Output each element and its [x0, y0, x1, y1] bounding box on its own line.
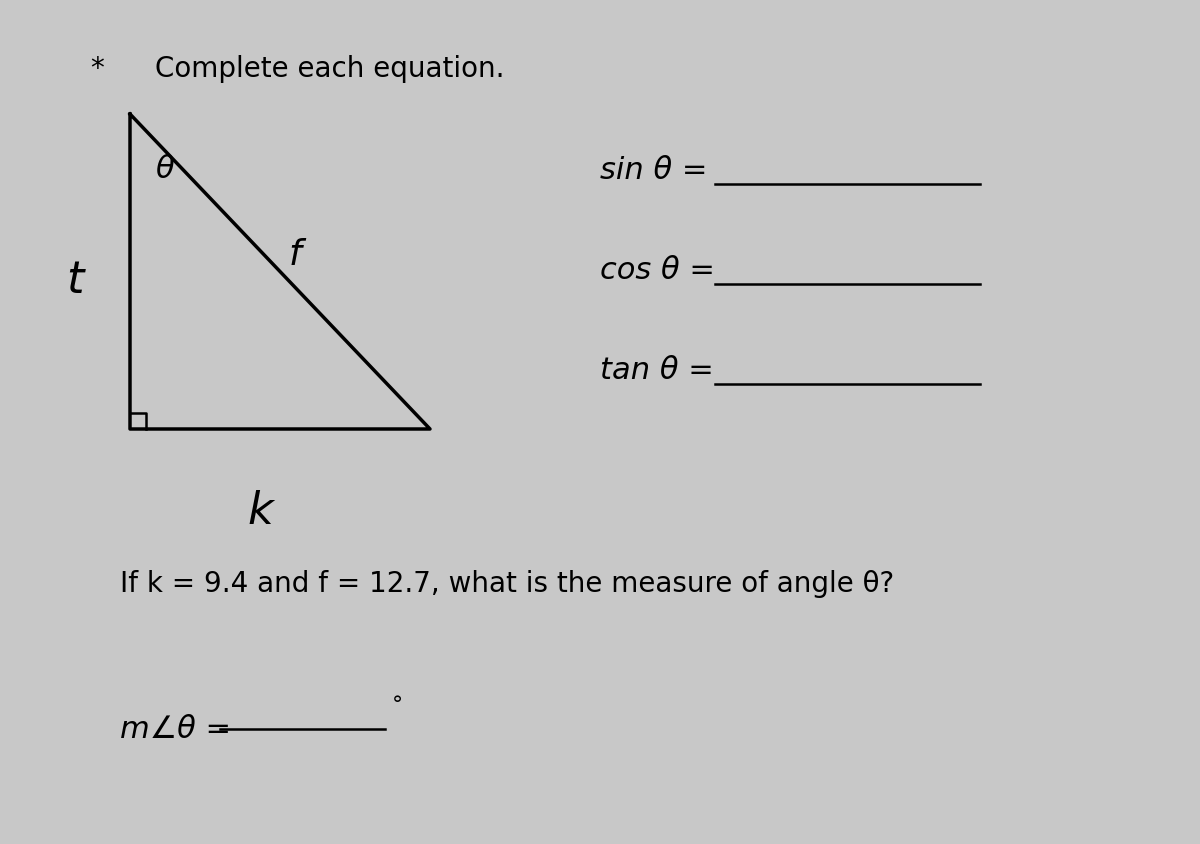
- Text: t: t: [66, 258, 84, 301]
- Text: cos θ =: cos θ =: [600, 255, 725, 284]
- Text: *: *: [90, 55, 103, 83]
- Text: θ: θ: [155, 154, 174, 184]
- Text: tan θ =: tan θ =: [600, 355, 724, 384]
- Text: If k = 9.4 and f = 12.7, what is the measure of angle θ?: If k = 9.4 and f = 12.7, what is the mea…: [120, 570, 894, 598]
- Text: f: f: [289, 238, 301, 272]
- Text: m∠θ =: m∠θ =: [120, 714, 241, 743]
- Text: k: k: [247, 490, 272, 533]
- Text: Complete each equation.: Complete each equation.: [155, 55, 504, 83]
- Text: °: °: [392, 694, 403, 714]
- Text: sin θ =: sin θ =: [600, 155, 718, 184]
